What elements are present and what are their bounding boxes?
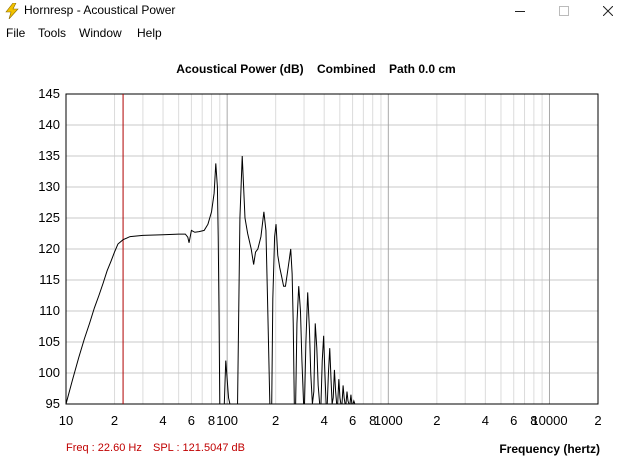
cursor-frequency-readout: Freq : 22.60 Hz bbox=[66, 442, 142, 454]
minimize-icon bbox=[515, 11, 525, 12]
y-tick-label: 120 bbox=[38, 241, 60, 256]
x-tick-label: 6 bbox=[188, 413, 195, 428]
chart-title-path: Path 0.0 cm bbox=[389, 62, 456, 76]
lightning-icon bbox=[5, 3, 19, 19]
x-tick-label: 1000 bbox=[374, 413, 403, 428]
x-tick-label: 2 bbox=[272, 413, 279, 428]
menu-help[interactable]: Help bbox=[137, 26, 162, 40]
y-tick-label: 95 bbox=[46, 396, 60, 411]
series-line bbox=[65, 155, 356, 405]
menu-bar: File Tools Window Help bbox=[0, 23, 632, 43]
x-tick-label: 2 bbox=[111, 413, 118, 428]
x-tick-label: 6 bbox=[349, 413, 356, 428]
x-tick-label: 2 bbox=[433, 413, 440, 428]
y-tick-label: 145 bbox=[38, 86, 60, 101]
x-tick-label: 4 bbox=[321, 413, 328, 428]
y-tick-label: 140 bbox=[38, 117, 60, 132]
x-tick-label: 8 bbox=[530, 413, 537, 428]
cursor-spl-readout: SPL : 121.5047 dB bbox=[153, 442, 245, 454]
window-title: Hornresp - Acoustical Power bbox=[24, 3, 176, 17]
close-icon bbox=[603, 6, 613, 16]
x-tick-label: 10 bbox=[59, 413, 73, 428]
chart-title: Acoustical Power (dB) Combined Path 0.0 … bbox=[0, 62, 632, 76]
chart-title-quantity: Acoustical Power (dB) bbox=[176, 62, 304, 76]
y-tick-label: 135 bbox=[38, 148, 60, 163]
title-bar: Hornresp - Acoustical Power bbox=[0, 0, 632, 22]
chart-title-mode: Combined bbox=[316, 62, 376, 76]
x-tick-label: 100 bbox=[216, 413, 238, 428]
x-tick-label: 10000 bbox=[531, 413, 567, 428]
x-tick-label: 8 bbox=[208, 413, 215, 428]
menu-window[interactable]: Window bbox=[79, 26, 122, 40]
maximize-icon bbox=[559, 6, 569, 16]
x-tick-label: 4 bbox=[159, 413, 166, 428]
y-tick-label: 125 bbox=[38, 210, 60, 225]
x-tick-label: 4 bbox=[482, 413, 489, 428]
x-tick-label: 8 bbox=[369, 413, 376, 428]
close-button[interactable] bbox=[586, 0, 630, 22]
y-tick-label: 130 bbox=[38, 179, 60, 194]
menu-tools[interactable]: Tools bbox=[38, 26, 67, 40]
x-tick-label: 2 bbox=[594, 413, 601, 428]
minimize-button[interactable] bbox=[498, 0, 542, 22]
menu-file[interactable]: File bbox=[6, 26, 26, 40]
maximize-button[interactable] bbox=[542, 0, 586, 22]
x-axis-label: Frequency (hertz) bbox=[499, 442, 600, 456]
y-tick-label: 105 bbox=[38, 334, 60, 349]
x-tick-label: 6 bbox=[510, 413, 517, 428]
y-tick-label: 115 bbox=[39, 272, 60, 287]
y-tick-label: 100 bbox=[38, 365, 60, 380]
y-tick-label: 110 bbox=[39, 303, 60, 318]
